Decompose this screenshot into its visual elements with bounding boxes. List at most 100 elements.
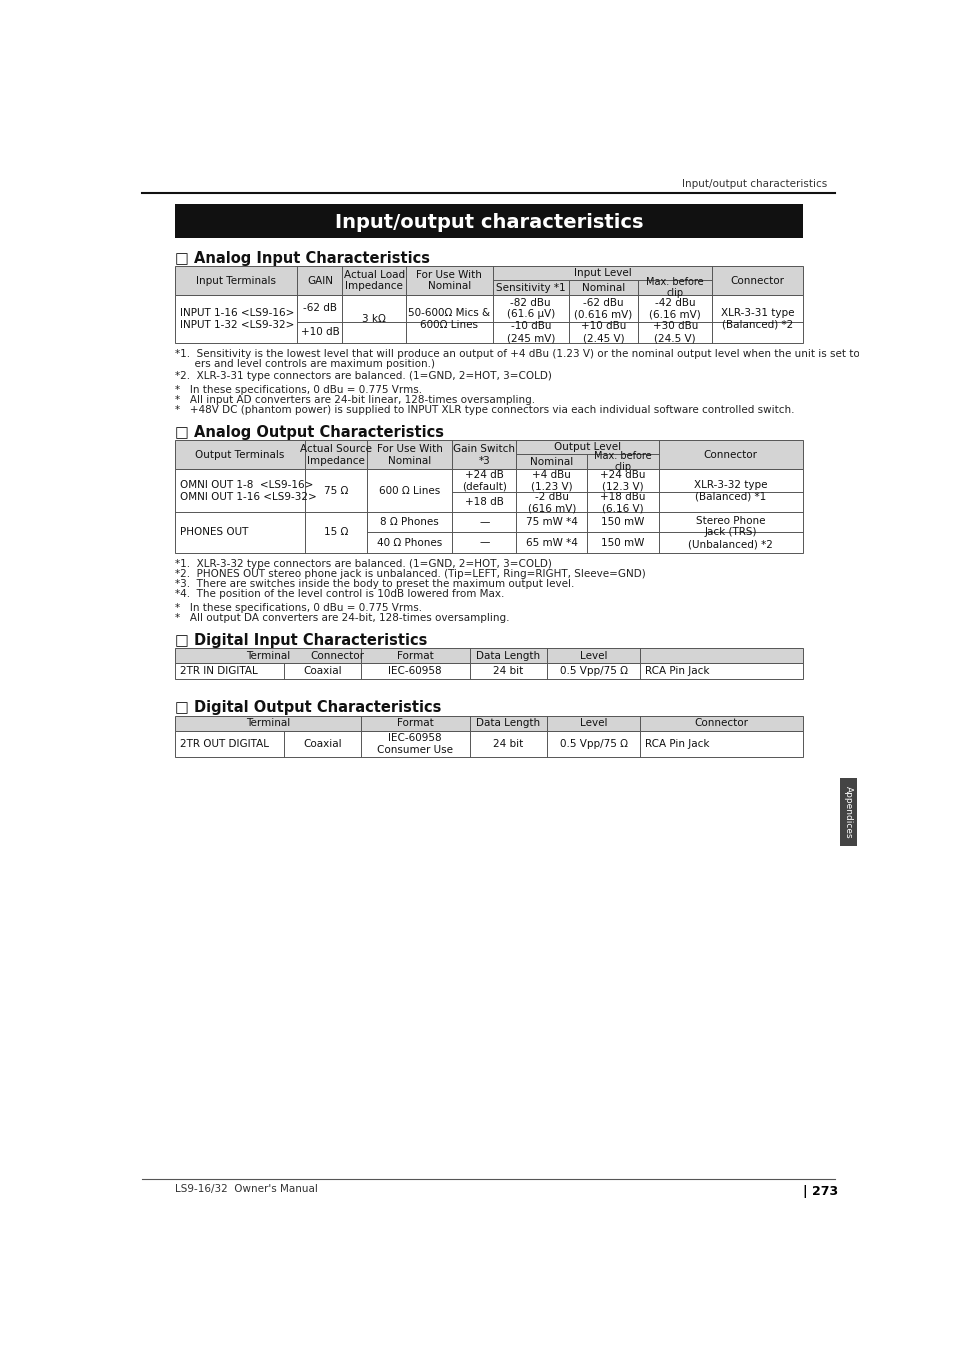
Bar: [174, 204, 802, 238]
Text: Coaxial: Coaxial: [303, 666, 341, 676]
Text: *1.  XLR-3-32 type connectors are balanced. (1=GND, 2=HOT, 3=COLD): *1. XLR-3-32 type connectors are balance…: [174, 559, 552, 569]
Text: *2.  XLR-3-31 type connectors are balanced. (1=GND, 2=HOT, 3=COLD): *2. XLR-3-31 type connectors are balance…: [174, 370, 552, 381]
Text: Nominal: Nominal: [581, 282, 624, 293]
Text: 0.5 Vpp/75 Ω: 0.5 Vpp/75 Ω: [559, 666, 627, 676]
Text: Connector: Connector: [311, 651, 364, 661]
Bar: [174, 716, 802, 731]
Text: Level: Level: [579, 719, 607, 728]
Text: -82 dBu
(61.6 μV): -82 dBu (61.6 μV): [506, 297, 555, 319]
Text: 24 bit: 24 bit: [493, 739, 523, 750]
Text: Level: Level: [579, 651, 607, 661]
Text: 50-600Ω Mics &
600Ω Lines: 50-600Ω Mics & 600Ω Lines: [408, 308, 490, 330]
Text: *2.  PHONES OUT stereo phone jack is unbalanced. (Tip=LEFT, Ring=RIGHT, Sleeve=G: *2. PHONES OUT stereo phone jack is unba…: [174, 569, 645, 578]
Text: □ Digital Output Characteristics: □ Digital Output Characteristics: [174, 700, 441, 715]
Bar: [174, 296, 802, 343]
Text: -62 dBu
(0.616 mV): -62 dBu (0.616 mV): [574, 297, 632, 319]
Text: *1.  Sensitivity is the lowest level that will produce an output of +4 dBu (1.23: *1. Sensitivity is the lowest level that…: [174, 349, 953, 359]
Text: -2 dBu
(616 mV): -2 dBu (616 mV): [527, 492, 576, 513]
Text: 3 kΩ: 3 kΩ: [362, 315, 386, 324]
Text: +24 dBu
(12.3 V): +24 dBu (12.3 V): [599, 470, 645, 492]
Text: Connector: Connector: [730, 276, 783, 285]
Text: +10 dBu
(2.45 V): +10 dBu (2.45 V): [580, 322, 626, 343]
Text: 75 mW *4: 75 mW *4: [525, 517, 577, 527]
Text: 24 bit: 24 bit: [493, 666, 523, 676]
Text: -62 dB: -62 dB: [303, 304, 336, 313]
Text: Max. before
clip: Max. before clip: [594, 451, 651, 473]
Text: XLR-3-32 type
(Balanced) *1: XLR-3-32 type (Balanced) *1: [693, 480, 766, 501]
Text: 75 Ω: 75 Ω: [324, 486, 348, 496]
Text: RCA Pin Jack: RCA Pin Jack: [644, 739, 708, 750]
Text: Format: Format: [396, 719, 434, 728]
Text: Data Length: Data Length: [476, 719, 539, 728]
Text: Nominal: Nominal: [530, 457, 573, 466]
Text: —: —: [478, 538, 489, 547]
Text: GAIN: GAIN: [307, 276, 333, 285]
Text: Output Level: Output Level: [553, 442, 620, 453]
Text: 150 mW: 150 mW: [600, 517, 644, 527]
Text: Gain Switch
*3: Gain Switch *3: [453, 444, 515, 466]
Bar: [840, 778, 856, 846]
Text: Terminal: Terminal: [246, 651, 290, 661]
Text: OMNI OUT 1-8  <LS9-16>
OMNI OUT 1-16 <LS9-32>: OMNI OUT 1-8 <LS9-16> OMNI OUT 1-16 <LS9…: [179, 480, 316, 501]
Bar: [174, 440, 802, 469]
Text: +4 dBu
(1.23 V): +4 dBu (1.23 V): [530, 470, 572, 492]
Text: IEC-60958: IEC-60958: [388, 666, 441, 676]
Bar: [174, 266, 802, 296]
Text: For Use With
Nominal: For Use With Nominal: [376, 444, 442, 466]
Bar: [174, 731, 802, 758]
Text: 40 Ω Phones: 40 Ω Phones: [376, 538, 442, 547]
Bar: [174, 663, 802, 678]
Text: Input Terminals: Input Terminals: [196, 276, 276, 285]
Text: Format: Format: [396, 651, 434, 661]
Text: +10 dB: +10 dB: [300, 327, 339, 338]
Text: Connector: Connector: [703, 450, 757, 459]
Text: LS9-16/32  Owner's Manual: LS9-16/32 Owner's Manual: [174, 1183, 317, 1194]
Text: Input/output characteristics: Input/output characteristics: [335, 212, 642, 231]
Bar: [174, 648, 802, 663]
Text: Coaxial: Coaxial: [303, 739, 341, 750]
Text: For Use With
Nominal: For Use With Nominal: [416, 270, 482, 292]
Text: Max. before
clip: Max. before clip: [646, 277, 703, 299]
Text: +18 dBu
(6.16 V): +18 dBu (6.16 V): [599, 492, 645, 513]
Text: Input Level: Input Level: [573, 267, 631, 278]
Text: □ Analog Output Characteristics: □ Analog Output Characteristics: [174, 424, 443, 439]
Text: 600 Ω Lines: 600 Ω Lines: [379, 486, 440, 496]
Text: *   +48V DC (phantom power) is supplied to INPUT XLR type connectors via each in: * +48V DC (phantom power) is supplied to…: [174, 405, 794, 415]
Text: 8 Ω Phones: 8 Ω Phones: [380, 517, 438, 527]
Text: Output Terminals: Output Terminals: [195, 450, 285, 459]
Text: Appendices: Appendices: [843, 786, 852, 839]
Text: INPUT 1-16 <LS9-16>
INPUT 1-32 <LS9-32>: INPUT 1-16 <LS9-16> INPUT 1-32 <LS9-32>: [179, 308, 294, 330]
Text: *4.  The position of the level control is 10dB lowered from Max.: *4. The position of the level control is…: [174, 589, 504, 598]
Text: -42 dBu
(6.16 mV): -42 dBu (6.16 mV): [649, 297, 700, 319]
Text: Input/output characteristics: Input/output characteristics: [681, 180, 827, 189]
Text: Data Length: Data Length: [476, 651, 539, 661]
Text: 150 mW: 150 mW: [600, 538, 644, 547]
Text: +18 dB: +18 dB: [464, 497, 503, 508]
Bar: [174, 469, 802, 553]
Text: 65 mW *4: 65 mW *4: [525, 538, 577, 547]
Text: *   All input AD converters are 24-bit linear, 128-times oversampling.: * All input AD converters are 24-bit lin…: [174, 394, 535, 405]
Text: PHONES OUT: PHONES OUT: [179, 527, 248, 538]
Text: □ Digital Input Characteristics: □ Digital Input Characteristics: [174, 632, 427, 647]
Text: Connector: Connector: [694, 719, 748, 728]
Text: *   In these specifications, 0 dBu = 0.775 Vrms.: * In these specifications, 0 dBu = 0.775…: [174, 385, 422, 394]
Text: -10 dBu
(245 mV): -10 dBu (245 mV): [506, 322, 555, 343]
Text: Sensitivity *1: Sensitivity *1: [496, 282, 565, 293]
Text: 2TR OUT DIGITAL: 2TR OUT DIGITAL: [179, 739, 269, 750]
Text: Terminal: Terminal: [246, 719, 290, 728]
Text: RCA Pin Jack: RCA Pin Jack: [644, 666, 708, 676]
Text: —: —: [478, 517, 489, 527]
Text: XLR-3-31 type
(Balanced) *2: XLR-3-31 type (Balanced) *2: [720, 308, 794, 330]
Text: +24 dB
(default): +24 dB (default): [461, 470, 506, 492]
Text: *   In these specifications, 0 dBu = 0.775 Vrms.: * In these specifications, 0 dBu = 0.775…: [174, 603, 422, 612]
Text: ers and level controls are maximum position.): ers and level controls are maximum posit…: [174, 359, 435, 369]
Text: *3.  There are switches inside the body to preset the maximum output level.: *3. There are switches inside the body t…: [174, 578, 574, 589]
Text: +30 dBu
(24.5 V): +30 dBu (24.5 V): [652, 322, 698, 343]
Text: 15 Ω: 15 Ω: [324, 527, 348, 538]
Text: Stereo Phone
Jack (TRS)
(Unbalanced) *2: Stereo Phone Jack (TRS) (Unbalanced) *2: [687, 516, 772, 549]
Text: 2TR IN DIGITAL: 2TR IN DIGITAL: [179, 666, 257, 676]
Text: Actual Load
Impedance: Actual Load Impedance: [343, 270, 404, 292]
Text: Actual Source
Impedance: Actual Source Impedance: [300, 444, 372, 466]
Text: 0.5 Vpp/75 Ω: 0.5 Vpp/75 Ω: [559, 739, 627, 750]
Text: IEC-60958
Consumer Use: IEC-60958 Consumer Use: [376, 734, 453, 755]
